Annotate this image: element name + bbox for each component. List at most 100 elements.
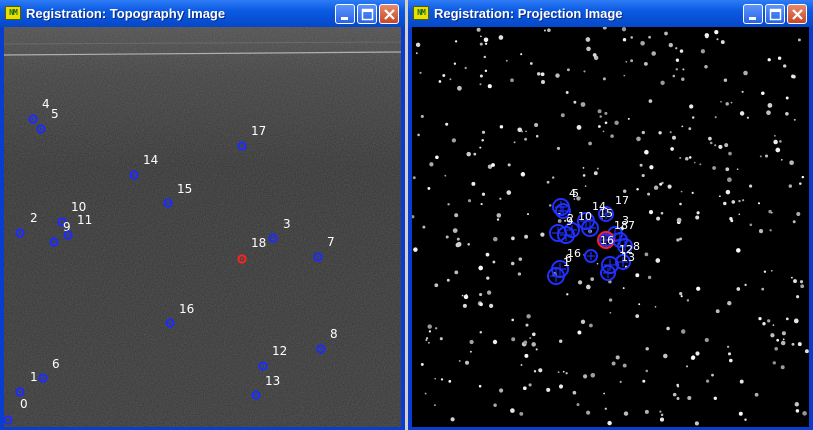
maximize-button[interactable] (765, 4, 785, 24)
projection-point[interactable]: 16 (567, 247, 598, 263)
star-dot (622, 287, 625, 290)
star-dot (627, 117, 630, 120)
projection-point[interactable]: 8 (617, 238, 640, 254)
projection-titlebar[interactable]: NM Registration: Projection Image (408, 0, 813, 27)
star-dot (556, 146, 561, 150)
point-marker[interactable] (165, 318, 175, 328)
close-button[interactable] (787, 4, 807, 24)
point-marker[interactable] (251, 390, 261, 400)
registration-point[interactable]: 2 (15, 211, 38, 238)
registration-point[interactable]: 1 (15, 370, 38, 397)
registration-point[interactable]: 14 (129, 153, 158, 180)
point-marker[interactable] (237, 141, 247, 151)
projection-point[interactable]: 12 (601, 243, 633, 274)
close-icon (384, 9, 395, 20)
star-dot (630, 36, 634, 39)
registration-point[interactable]: 8 (316, 327, 338, 354)
point-marker[interactable] (36, 124, 46, 134)
topography-titlebar[interactable]: NM Registration: Topography Image (0, 0, 405, 27)
star-dot (485, 252, 490, 257)
registration-point[interactable]: 16 (165, 302, 194, 328)
topography-image-canvas[interactable]: 0 1 6 2 4 5 10 9 11 14 15 17 3 18 7 16 8 12 13 (4, 27, 401, 427)
point-marker[interactable] (129, 170, 139, 180)
point-center (40, 128, 42, 130)
star-dot (541, 80, 545, 84)
point-center (169, 322, 171, 324)
star-dot (582, 374, 588, 379)
point-marker[interactable] (28, 114, 38, 124)
registration-point[interactable]: 6 (38, 357, 60, 383)
point-label: 10 (71, 200, 86, 214)
point-marker[interactable] (313, 252, 323, 262)
projection-marker[interactable] (555, 203, 571, 219)
star-dot (685, 156, 689, 161)
projection-point[interactable]: 5 (555, 187, 579, 219)
point-marker[interactable] (237, 254, 247, 264)
point-marker[interactable] (316, 344, 326, 354)
star-dot (420, 362, 424, 366)
point-marker[interactable] (163, 198, 173, 208)
maximize-button[interactable] (357, 4, 377, 24)
close-button[interactable] (379, 4, 399, 24)
point-marker[interactable] (4, 415, 13, 425)
projection-point[interactable] (600, 265, 616, 281)
projection-point[interactable]: 9 (557, 215, 575, 244)
star-dot (602, 77, 606, 81)
point-marker[interactable] (38, 373, 48, 383)
star-dot (427, 186, 431, 190)
star-dot (794, 402, 800, 407)
registration-point[interactable]: 9 (49, 220, 71, 247)
star-dot (525, 130, 527, 133)
app-icon[interactable]: NM (413, 6, 429, 20)
star-dot (688, 127, 692, 131)
star-dot (588, 141, 592, 146)
point-marker[interactable] (15, 228, 25, 238)
projection-image-canvas[interactable]: 4 5 17 14 15 10 2 9 3 18 7 16 8 16 12 13 6 1 (412, 27, 809, 427)
projection-marker[interactable] (547, 267, 565, 285)
registration-point[interactable]: 3 (268, 217, 291, 243)
projection-marker[interactable] (581, 219, 599, 237)
registration-point[interactable]: 10 (57, 200, 86, 227)
registration-point[interactable]: 17 (237, 124, 266, 151)
point-marker[interactable] (258, 361, 268, 371)
star-dot (445, 235, 449, 239)
projection-point[interactable]: 16 (599, 233, 614, 247)
star-dot (693, 161, 696, 164)
projection-marker[interactable] (599, 233, 613, 247)
app-icon[interactable]: NM (5, 6, 21, 20)
star-dot (714, 144, 717, 147)
point-marker[interactable] (15, 387, 25, 397)
projection-point[interactable]: 13 (615, 251, 635, 270)
registration-point[interactable]: 7 (313, 235, 335, 262)
projection-marker[interactable] (600, 265, 616, 281)
projection-marker[interactable] (557, 226, 575, 244)
star-dot (739, 111, 745, 116)
star-dot (534, 122, 539, 128)
projection-marker[interactable] (584, 249, 598, 263)
projection-point[interactable]: 17 (598, 194, 629, 222)
projection-marker[interactable] (615, 254, 631, 270)
registration-point[interactable]: 15 (163, 182, 192, 208)
point-marker[interactable] (268, 233, 278, 243)
projection-marker[interactable] (598, 206, 614, 222)
registration-point[interactable]: 13 (251, 374, 280, 400)
registration-point[interactable]: 11 (63, 213, 92, 240)
registration-point[interactable]: 12 (258, 344, 287, 371)
star-dot (608, 298, 613, 302)
registration-point[interactable]: 5 (36, 107, 59, 134)
projection-point[interactable]: 1 (547, 256, 570, 285)
point-marker[interactable] (63, 230, 73, 240)
minimize-button[interactable] (743, 4, 763, 24)
point-marker[interactable] (49, 237, 59, 247)
point-center (133, 174, 135, 176)
registration-point[interactable]: 0 (4, 397, 28, 425)
star-dot (716, 38, 719, 41)
registration-point[interactable]: 4 (28, 97, 50, 124)
projection-marker[interactable] (617, 238, 633, 254)
point-marker[interactable] (57, 217, 67, 227)
projection-point[interactable]: 15 (581, 207, 613, 237)
registration-point[interactable]: 18 (237, 236, 266, 264)
minimize-button[interactable] (335, 4, 355, 24)
